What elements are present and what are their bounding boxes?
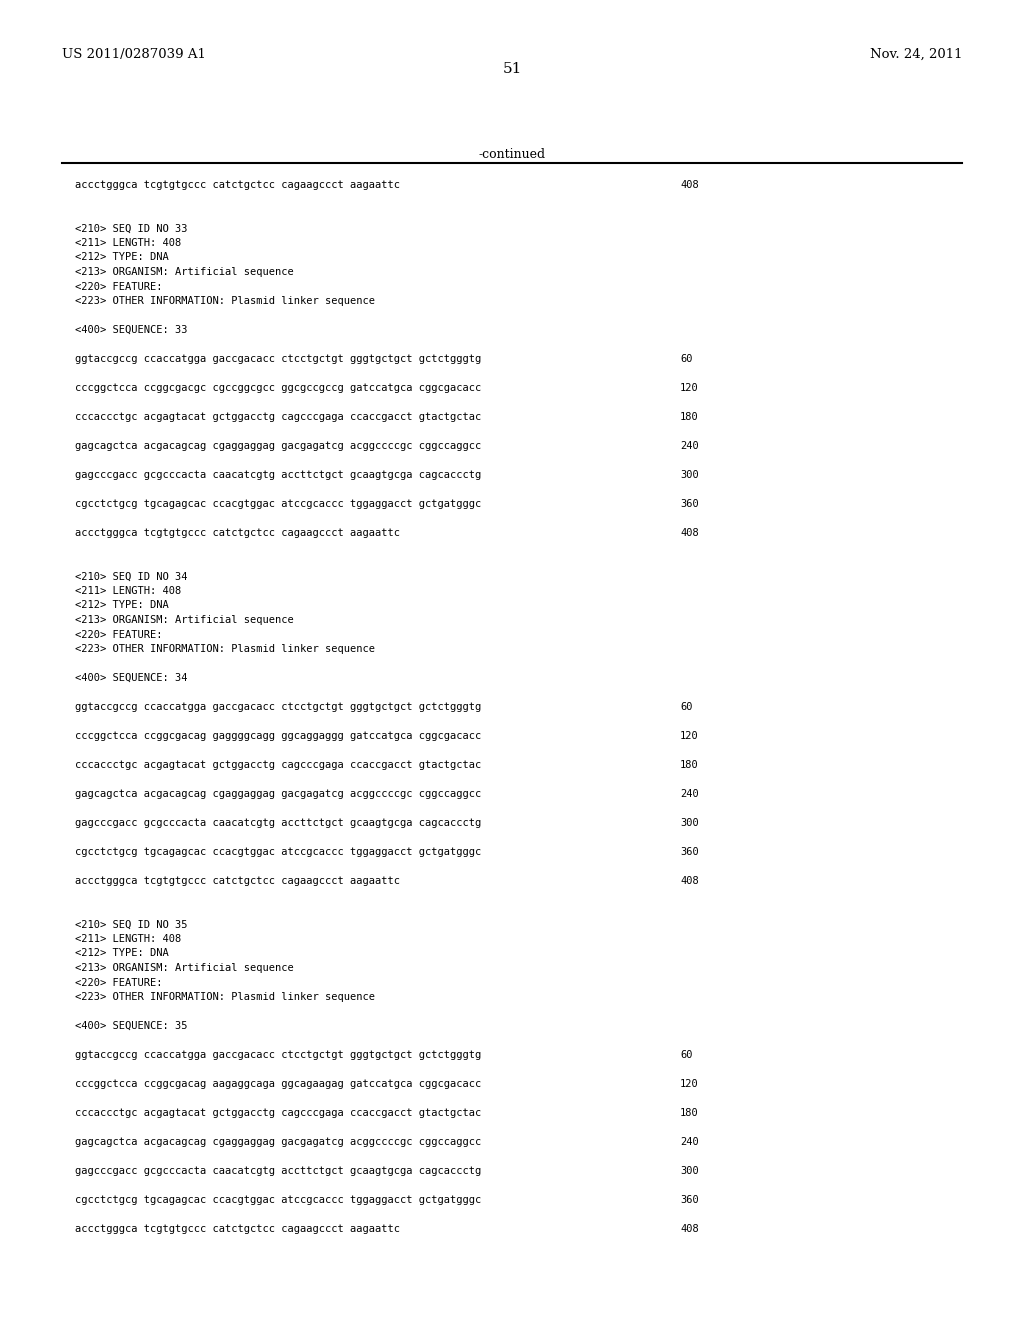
Text: <212> TYPE: DNA: <212> TYPE: DNA	[75, 252, 169, 263]
Text: 360: 360	[680, 499, 698, 510]
Text: 408: 408	[680, 180, 698, 190]
Text: <220> FEATURE:: <220> FEATURE:	[75, 978, 163, 987]
Text: <223> OTHER INFORMATION: Plasmid linker sequence: <223> OTHER INFORMATION: Plasmid linker …	[75, 296, 375, 306]
Text: 360: 360	[680, 1195, 698, 1205]
Text: 180: 180	[680, 412, 698, 422]
Text: 240: 240	[680, 441, 698, 451]
Text: accctgggca tcgtgtgccc catctgctcc cagaagccct aagaattc: accctgggca tcgtgtgccc catctgctcc cagaagc…	[75, 1224, 400, 1234]
Text: 240: 240	[680, 789, 698, 799]
Text: cccaccctgc acgagtacat gctggacctg cagcccgaga ccaccgacct gtactgctac: cccaccctgc acgagtacat gctggacctg cagcccg…	[75, 1107, 481, 1118]
Text: <400> SEQUENCE: 34: <400> SEQUENCE: 34	[75, 673, 187, 682]
Text: <210> SEQ ID NO 34: <210> SEQ ID NO 34	[75, 572, 187, 582]
Text: 180: 180	[680, 760, 698, 770]
Text: <220> FEATURE:: <220> FEATURE:	[75, 630, 163, 639]
Text: 300: 300	[680, 470, 698, 480]
Text: gagcccgacc gcgcccacta caacatcgtg accttctgct gcaagtgcga cagcaccctg: gagcccgacc gcgcccacta caacatcgtg accttct…	[75, 1166, 481, 1176]
Text: cgcctctgcg tgcagagcac ccacgtggac atccgcaccc tggaggacct gctgatgggc: cgcctctgcg tgcagagcac ccacgtggac atccgca…	[75, 1195, 481, 1205]
Text: cgcctctgcg tgcagagcac ccacgtggac atccgcaccc tggaggacct gctgatgggc: cgcctctgcg tgcagagcac ccacgtggac atccgca…	[75, 499, 481, 510]
Text: 60: 60	[680, 702, 692, 711]
Text: 408: 408	[680, 528, 698, 539]
Text: cccaccctgc acgagtacat gctggacctg cagcccgaga ccaccgacct gtactgctac: cccaccctgc acgagtacat gctggacctg cagcccg…	[75, 760, 481, 770]
Text: gagcagctca acgacagcag cgaggaggag gacgagatcg acggccccgc cggccaggcc: gagcagctca acgacagcag cgaggaggag gacgaga…	[75, 1137, 481, 1147]
Text: cccggctcca ccggcgacag aagaggcaga ggcagaagag gatccatgca cggcgacacc: cccggctcca ccggcgacag aagaggcaga ggcagaa…	[75, 1078, 481, 1089]
Text: ggtaccgccg ccaccatgga gaccgacacc ctcctgctgt gggtgctgct gctctgggtg: ggtaccgccg ccaccatgga gaccgacacc ctcctgc…	[75, 702, 481, 711]
Text: <223> OTHER INFORMATION: Plasmid linker sequence: <223> OTHER INFORMATION: Plasmid linker …	[75, 644, 375, 653]
Text: <400> SEQUENCE: 33: <400> SEQUENCE: 33	[75, 325, 187, 335]
Text: <211> LENGTH: 408: <211> LENGTH: 408	[75, 586, 181, 597]
Text: 120: 120	[680, 1078, 698, 1089]
Text: Nov. 24, 2011: Nov. 24, 2011	[869, 48, 962, 61]
Text: <210> SEQ ID NO 33: <210> SEQ ID NO 33	[75, 223, 187, 234]
Text: 180: 180	[680, 1107, 698, 1118]
Text: ggtaccgccg ccaccatgga gaccgacacc ctcctgctgt gggtgctgct gctctgggtg: ggtaccgccg ccaccatgga gaccgacacc ctcctgc…	[75, 354, 481, 364]
Text: <220> FEATURE:: <220> FEATURE:	[75, 281, 163, 292]
Text: 240: 240	[680, 1137, 698, 1147]
Text: 408: 408	[680, 876, 698, 886]
Text: 120: 120	[680, 383, 698, 393]
Text: gagcagctca acgacagcag cgaggaggag gacgagatcg acggccccgc cggccaggcc: gagcagctca acgacagcag cgaggaggag gacgaga…	[75, 789, 481, 799]
Text: <213> ORGANISM: Artificial sequence: <213> ORGANISM: Artificial sequence	[75, 615, 294, 624]
Text: US 2011/0287039 A1: US 2011/0287039 A1	[62, 48, 206, 61]
Text: cccggctcca ccggcgacag gaggggcagg ggcaggaggg gatccatgca cggcgacacc: cccggctcca ccggcgacag gaggggcagg ggcagga…	[75, 731, 481, 741]
Text: accctgggca tcgtgtgccc catctgctcc cagaagccct aagaattc: accctgggca tcgtgtgccc catctgctcc cagaagc…	[75, 528, 400, 539]
Text: 120: 120	[680, 731, 698, 741]
Text: 51: 51	[503, 62, 521, 77]
Text: <223> OTHER INFORMATION: Plasmid linker sequence: <223> OTHER INFORMATION: Plasmid linker …	[75, 993, 375, 1002]
Text: accctgggca tcgtgtgccc catctgctcc cagaagccct aagaattc: accctgggca tcgtgtgccc catctgctcc cagaagc…	[75, 876, 400, 886]
Text: <211> LENGTH: 408: <211> LENGTH: 408	[75, 935, 181, 944]
Text: <212> TYPE: DNA: <212> TYPE: DNA	[75, 949, 169, 958]
Text: <400> SEQUENCE: 35: <400> SEQUENCE: 35	[75, 1020, 187, 1031]
Text: cccggctcca ccggcgacgc cgccggcgcc ggcgccgccg gatccatgca cggcgacacc: cccggctcca ccggcgacgc cgccggcgcc ggcgccg…	[75, 383, 481, 393]
Text: 300: 300	[680, 818, 698, 828]
Text: ggtaccgccg ccaccatgga gaccgacacc ctcctgctgt gggtgctgct gctctgggtg: ggtaccgccg ccaccatgga gaccgacacc ctcctgc…	[75, 1049, 481, 1060]
Text: cccaccctgc acgagtacat gctggacctg cagcccgaga ccaccgacct gtactgctac: cccaccctgc acgagtacat gctggacctg cagcccg…	[75, 412, 481, 422]
Text: <213> ORGANISM: Artificial sequence: <213> ORGANISM: Artificial sequence	[75, 267, 294, 277]
Text: gagcccgacc gcgcccacta caacatcgtg accttctgct gcaagtgcga cagcaccctg: gagcccgacc gcgcccacta caacatcgtg accttct…	[75, 470, 481, 480]
Text: gagcagctca acgacagcag cgaggaggag gacgagatcg acggccccgc cggccaggcc: gagcagctca acgacagcag cgaggaggag gacgaga…	[75, 441, 481, 451]
Text: -continued: -continued	[478, 148, 546, 161]
Text: <210> SEQ ID NO 35: <210> SEQ ID NO 35	[75, 920, 187, 929]
Text: cgcctctgcg tgcagagcac ccacgtggac atccgcaccc tggaggacct gctgatgggc: cgcctctgcg tgcagagcac ccacgtggac atccgca…	[75, 847, 481, 857]
Text: <213> ORGANISM: Artificial sequence: <213> ORGANISM: Artificial sequence	[75, 964, 294, 973]
Text: 360: 360	[680, 847, 698, 857]
Text: 408: 408	[680, 1224, 698, 1234]
Text: 60: 60	[680, 354, 692, 364]
Text: accctgggca tcgtgtgccc catctgctcc cagaagccct aagaattc: accctgggca tcgtgtgccc catctgctcc cagaagc…	[75, 180, 400, 190]
Text: 60: 60	[680, 1049, 692, 1060]
Text: gagcccgacc gcgcccacta caacatcgtg accttctgct gcaagtgcga cagcaccctg: gagcccgacc gcgcccacta caacatcgtg accttct…	[75, 818, 481, 828]
Text: <212> TYPE: DNA: <212> TYPE: DNA	[75, 601, 169, 610]
Text: <211> LENGTH: 408: <211> LENGTH: 408	[75, 238, 181, 248]
Text: 300: 300	[680, 1166, 698, 1176]
